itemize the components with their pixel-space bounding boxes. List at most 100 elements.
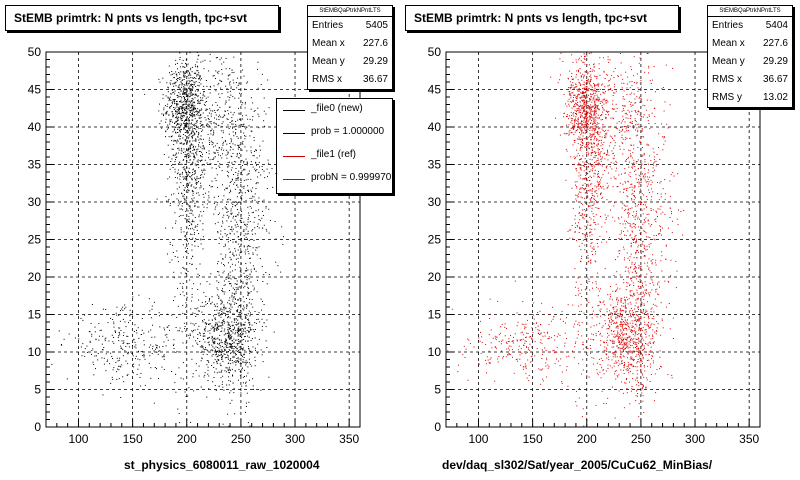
scatter-point	[217, 324, 219, 326]
scatter-point	[254, 217, 256, 219]
scatter-point	[594, 136, 596, 138]
scatter-point	[255, 149, 257, 151]
scatter-point	[628, 149, 630, 151]
scatter-point	[215, 322, 217, 324]
scatter-point	[177, 177, 178, 179]
scatter-point	[245, 340, 246, 342]
scatter-point	[127, 343, 129, 345]
scatter-point	[171, 73, 173, 75]
scatter-point	[197, 134, 199, 136]
scatter-point	[604, 135, 606, 137]
scatter-point	[575, 113, 576, 114]
scatter-point	[197, 245, 199, 247]
scatter-point	[597, 176, 599, 178]
scatter-point	[643, 230, 645, 232]
scatter-point	[223, 353, 225, 355]
scatter-point	[176, 109, 178, 111]
scatter-point	[245, 411, 246, 413]
scatter-point	[596, 107, 598, 109]
scatter-point	[175, 111, 176, 113]
scatter-point	[590, 152, 592, 154]
scatter-point	[579, 132, 580, 133]
scatter-point	[584, 86, 586, 88]
scatter-point	[244, 328, 246, 330]
scatter-point	[619, 148, 621, 150]
scatter-point	[221, 170, 223, 172]
scatter-point	[229, 346, 231, 347]
scatter-point	[591, 194, 593, 196]
scatter-point	[619, 336, 621, 338]
scatter-point	[603, 141, 605, 143]
scatter-point	[631, 92, 633, 94]
scatter-point	[626, 378, 628, 379]
scatter-point	[572, 62, 574, 63]
scatter-point	[226, 214, 228, 216]
scatter-point	[178, 107, 180, 109]
scatter-point	[586, 89, 588, 91]
scatter-point	[237, 357, 239, 359]
scatter-point	[185, 218, 187, 220]
scatter-point	[262, 215, 264, 216]
scatter-point	[584, 178, 586, 180]
scatter-point	[267, 159, 269, 161]
scatter-point	[185, 140, 187, 142]
scatter-point	[590, 169, 592, 171]
scatter-point	[597, 157, 599, 159]
scatter-point	[234, 126, 236, 127]
scatter-point	[186, 116, 188, 118]
scatter-point	[194, 157, 196, 159]
scatter-point	[258, 115, 260, 117]
scatter-point	[191, 178, 193, 180]
scatter-point	[181, 97, 183, 99]
scatter-point	[621, 110, 623, 112]
scatter-point	[230, 330, 232, 332]
scatter-point	[609, 135, 611, 137]
scatter-point	[235, 215, 236, 217]
scatter-point	[212, 134, 214, 136]
scatter-point	[578, 59, 580, 61]
scatter-point	[169, 176, 171, 178]
scatter-point	[220, 349, 222, 351]
scatter-point	[229, 143, 231, 144]
scatter-point	[189, 182, 191, 184]
scatter-point	[243, 324, 245, 326]
scatter-point	[119, 327, 121, 329]
scatter-point	[164, 334, 166, 336]
scatter-point	[605, 154, 607, 156]
scatter-point	[574, 86, 576, 88]
scatter-point	[141, 329, 143, 331]
scatter-point	[94, 326, 96, 328]
scatter-point	[234, 413, 236, 415]
scatter-point	[261, 318, 263, 320]
scatter-point	[228, 384, 230, 386]
scatter-point	[207, 350, 209, 352]
scatter-point	[165, 111, 167, 113]
scatter-point	[128, 343, 130, 344]
scatter-point	[189, 172, 191, 174]
scatter-point	[143, 353, 145, 355]
scatter-point	[221, 290, 223, 291]
scatter-point	[194, 232, 195, 234]
scatter-point	[250, 146, 252, 148]
scatter-point	[247, 164, 248, 166]
scatter-point	[173, 201, 175, 202]
scatter-point	[240, 189, 241, 191]
scatter-point	[573, 139, 575, 141]
scatter-point	[186, 72, 188, 74]
scatter-point	[222, 345, 223, 347]
scatter-point	[605, 73, 607, 75]
scatter-point	[203, 91, 205, 93]
scatter-point	[217, 232, 219, 234]
scatter-point	[189, 91, 191, 93]
scatter-point	[233, 348, 235, 350]
scatter-point	[68, 333, 70, 335]
scatter-point	[252, 253, 254, 255]
scatter-point	[193, 134, 195, 136]
scatter-point	[229, 74, 231, 76]
scatter-point	[606, 182, 608, 184]
scatter-point	[171, 89, 173, 91]
scatter-point	[255, 322, 257, 324]
scatter-point	[179, 88, 181, 90]
scatter-point	[237, 332, 239, 334]
scatter-point	[592, 111, 594, 113]
